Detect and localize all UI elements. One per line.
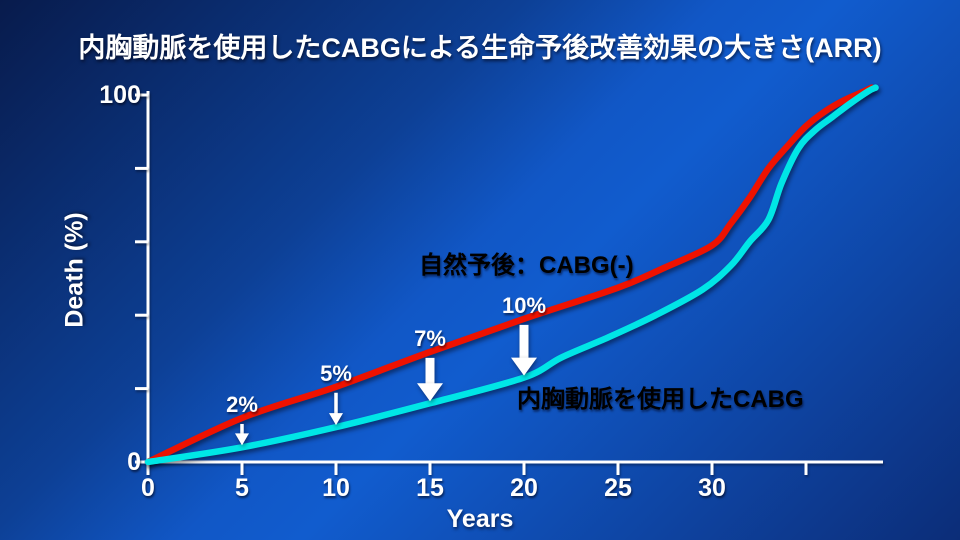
slide-title: 内胸動脈を使用したCABGによる生命予後改善効果の大きさ(ARR) [78,33,882,63]
y-tick-label: 100 [99,81,141,109]
x-tick-label: 20 [510,474,538,502]
x-tick-label: 5 [235,474,249,502]
arr-annotation-label: 7% [414,325,446,351]
arr-annotation-label: 2% [226,391,258,417]
arr-annotation-label: 10% [501,292,547,318]
x-tick-label: 0 [141,474,155,502]
x-axis-title: Years [446,505,514,533]
arr-annotation-label: 5% [320,360,352,386]
arr-arrow-head [329,413,343,426]
cyan-curve [144,84,879,466]
y-tick-label: 0 [127,448,141,476]
arr-arrow-head [235,433,249,446]
x-tick-label: 25 [604,474,632,502]
cyan-series-label: 内胸動脈を使用したCABG [517,386,804,413]
red-series-label: 自然予後：CABG(-) [419,252,634,279]
arr-arrow-head [417,383,443,402]
x-tick-label: 10 [322,474,350,502]
x-tick-label: 30 [698,474,726,502]
red-curve [144,84,876,466]
arr-arrow-head [511,357,537,376]
x-tick-label: 15 [416,474,444,502]
